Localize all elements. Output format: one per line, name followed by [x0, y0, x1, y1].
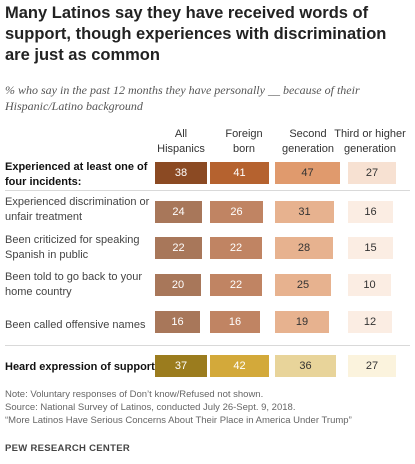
data-cell: 22: [210, 237, 262, 259]
source-line: Source: National Survey of Latinos, cond…: [5, 402, 296, 413]
row-label: Been criticized for speaking Spanish in …: [5, 234, 140, 261]
row-label: Been called offensive names: [5, 319, 146, 331]
data-cell: 15: [348, 237, 393, 259]
data-cell: 47: [275, 162, 340, 184]
row-label: Experienced discrimination or unfair tre…: [5, 196, 150, 223]
column-header-line: Second: [289, 128, 327, 140]
column-header-line: generation: [344, 143, 396, 155]
row-separator: [5, 345, 410, 346]
column-header: All Hispanics: [141, 127, 221, 157]
column-header-line: Third or higher: [334, 128, 406, 140]
data-cell: 16: [348, 201, 393, 223]
data-cell: 10: [348, 274, 391, 296]
data-cell: 16: [210, 311, 260, 333]
data-cell: 28: [275, 237, 333, 259]
data-cell: 27: [348, 355, 396, 377]
brand-label: PEW RESEARCH CENTER: [5, 443, 130, 454]
row-label: Heard expression of support: [5, 361, 155, 373]
column-header-line: Hispanics: [157, 143, 205, 155]
column-header: Second generation: [268, 127, 348, 157]
column-header-line: Foreign: [225, 128, 263, 140]
chart-subtitle: % who say in the past 12 months they hav…: [5, 83, 360, 113]
note-line: Note: Voluntary responses of Don’t know/…: [5, 389, 264, 400]
chart-title: Many Latinos say they have received word…: [5, 4, 387, 64]
data-cell: 12: [348, 311, 392, 333]
row-separator: [5, 190, 410, 191]
data-cell: 22: [155, 237, 202, 259]
notes: Note: Voluntary responses of Don’t know/…: [5, 388, 352, 427]
column-header-line: generation: [282, 143, 334, 155]
data-cell: 20: [155, 274, 201, 296]
data-cell: 16: [155, 311, 200, 333]
data-cell: 25: [275, 274, 331, 296]
data-cell: 42: [210, 355, 269, 377]
data-cell: 22: [210, 274, 262, 296]
data-cell: 36: [275, 355, 336, 377]
data-cell: 24: [155, 201, 202, 223]
data-cell: 27: [348, 162, 396, 184]
column-header-line: born: [232, 143, 256, 155]
report-title-line: “More Latinos Have Serious Concerns Abou…: [5, 415, 352, 426]
row-label: Been told to go back to your home countr…: [5, 271, 142, 298]
data-cell: 38: [155, 162, 207, 184]
column-header: Foreign born: [204, 127, 284, 157]
data-cell: 26: [210, 201, 263, 223]
data-cell: 37: [155, 355, 207, 377]
data-cell: 19: [275, 311, 329, 333]
data-cell: 41: [210, 162, 269, 184]
column-header-line: All: [174, 128, 188, 140]
data-cell: 31: [275, 201, 334, 223]
column-header: Third or higher generation: [330, 127, 410, 157]
row-label: Experienced at least one of four inciden…: [5, 161, 148, 188]
